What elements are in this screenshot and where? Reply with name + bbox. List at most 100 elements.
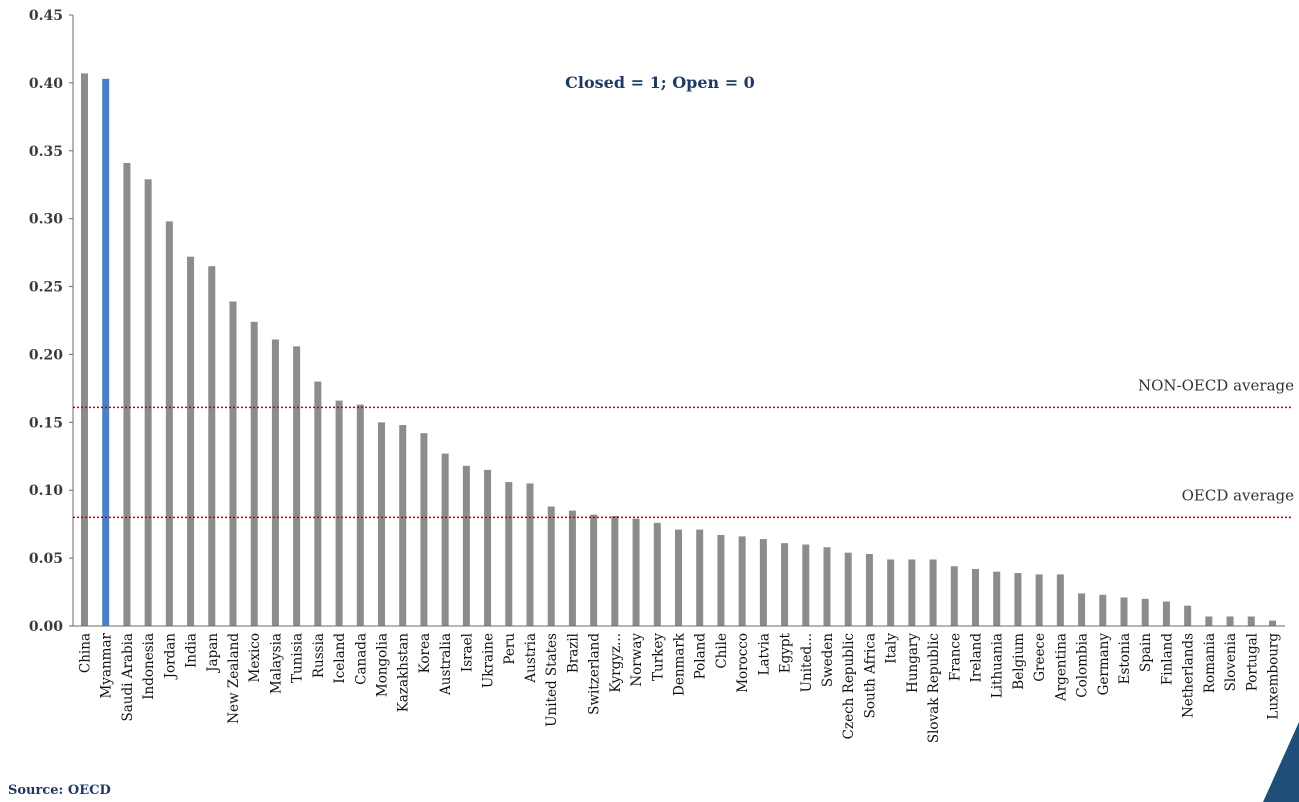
x-tick-label: Japan — [205, 633, 221, 674]
corner-decoration — [1263, 722, 1299, 802]
bar-austria — [526, 483, 534, 626]
bar-belgium — [1014, 573, 1022, 626]
bar-myanmar — [102, 78, 110, 626]
bar-poland — [696, 529, 704, 626]
bar-malaysia — [271, 339, 279, 626]
x-tick-label: India — [184, 633, 200, 668]
bar-france — [950, 566, 958, 626]
bar-iceland — [335, 400, 343, 626]
bar-portugal — [1247, 616, 1255, 626]
source-note: Source: OECD — [8, 783, 111, 798]
x-tick-label: Iceland — [332, 633, 348, 684]
x-tick-label: Chile — [714, 633, 730, 669]
x-tick-label: Switzerland — [587, 633, 603, 715]
y-tick-label: 0.10 — [29, 483, 63, 499]
bar-kyrgyz — [611, 516, 619, 626]
bar-denmark — [675, 529, 682, 626]
x-tick-label: Spain — [1138, 633, 1154, 672]
y-tick-label: 0.25 — [29, 280, 63, 296]
x-tick-label: Myanmar — [99, 632, 115, 698]
bar-czech-republic — [844, 552, 852, 626]
x-tick-label: Kyrgyz... — [608, 633, 624, 693]
x-tick-label: Tunisia — [290, 633, 306, 683]
bar-egypt — [781, 543, 789, 626]
x-tick-label: Sweden — [820, 633, 836, 687]
bar-australia — [441, 453, 449, 626]
x-tick-label: Canada — [353, 633, 369, 685]
bar-norway — [632, 518, 640, 626]
x-tick-label: France — [947, 633, 963, 681]
x-tick-label: Norway — [629, 633, 645, 687]
y-tick-label: 0.00 — [29, 619, 63, 635]
x-tick-label: Egypt — [778, 632, 794, 673]
x-tick-label: Brazil — [565, 633, 581, 673]
reference-line-label: NON-OECD average — [1138, 376, 1294, 394]
y-tick-label: 0.20 — [29, 347, 63, 363]
bar-italy — [887, 559, 895, 626]
x-tick-label: Turkey — [650, 633, 666, 681]
bar-japan — [208, 266, 216, 626]
bar-tunisia — [293, 346, 301, 626]
bar-india — [187, 256, 195, 626]
bar-romania — [1205, 616, 1213, 626]
x-tick-label: Italy — [884, 633, 900, 664]
x-tick-label: Argentina — [1053, 633, 1069, 702]
x-tick-label: Australia — [438, 633, 454, 696]
x-tick-label: Mongolia — [375, 633, 391, 697]
x-tick-label: Ukraine — [481, 633, 497, 688]
y-tick-label: 0.35 — [29, 144, 63, 160]
bar-new-zealand — [229, 301, 237, 626]
bar-china — [81, 73, 88, 626]
bar-luxembourg — [1269, 620, 1276, 626]
bar-morocco — [738, 536, 746, 626]
x-tick-label: Portugal — [1244, 633, 1260, 691]
x-tick-label: Romania — [1202, 633, 1218, 693]
x-tick-label: Denmark — [672, 632, 688, 696]
bar-israel — [462, 465, 470, 626]
bar-latvia — [759, 539, 767, 626]
x-tick-label: Poland — [693, 633, 709, 680]
bar-hungary — [908, 559, 916, 626]
reference-line-label: OECD average — [1182, 486, 1295, 504]
x-tick-label: Slovenia — [1223, 633, 1239, 691]
bar-finland — [1162, 601, 1170, 626]
bar-ireland — [972, 568, 979, 626]
bar-greece — [1035, 574, 1043, 626]
reference-lines: NON-OECD average OECD average — [73, 376, 1295, 519]
x-tick-label: Peru — [502, 633, 518, 665]
y-axis: 0.00 0.05 0.10 0.15 0.20 0.25 0.30 0.35 0.40 0.45 — [29, 8, 74, 635]
bar-chile — [717, 535, 725, 626]
x-tick-label: Mexico — [247, 633, 263, 682]
bar-united — [802, 544, 810, 626]
bar-mexico — [250, 321, 258, 626]
x-tick-label: Austria — [523, 633, 539, 684]
bar-indonesia — [144, 179, 152, 626]
bar-canada — [356, 404, 364, 626]
bar-lithuania — [993, 571, 1001, 626]
x-tick-label: United States — [544, 633, 560, 727]
x-tick-label: Netherlands — [1181, 633, 1197, 718]
bar-mongolia — [378, 422, 385, 626]
y-tick-label: 0.15 — [29, 415, 63, 431]
bar-netherlands — [1184, 605, 1192, 626]
x-tick-label: Malaysia — [268, 633, 284, 694]
x-tick-label: Estonia — [1117, 633, 1133, 684]
x-tick-label: Korea — [417, 633, 433, 673]
bar-turkey — [653, 522, 661, 626]
bar-spain — [1141, 598, 1149, 626]
x-tick-label: Ireland — [969, 633, 985, 683]
x-tick-label: Colombia — [1075, 633, 1091, 698]
bar-saudi-arabia — [123, 162, 131, 626]
x-tick-label: Israel — [459, 633, 475, 672]
bar-slovenia — [1226, 616, 1234, 626]
bar-jordan — [165, 221, 173, 627]
x-tick-label: Jordan — [162, 633, 178, 681]
bar-peru — [505, 482, 513, 626]
bar-kazakhstan — [399, 425, 407, 626]
bar-korea — [420, 433, 428, 626]
bar-argentina — [1056, 574, 1064, 626]
x-tick-label: South Africa — [862, 633, 878, 718]
bar-colombia — [1078, 593, 1086, 626]
x-tick-label: Indonesia — [141, 633, 157, 700]
bar-brazil — [568, 510, 576, 626]
